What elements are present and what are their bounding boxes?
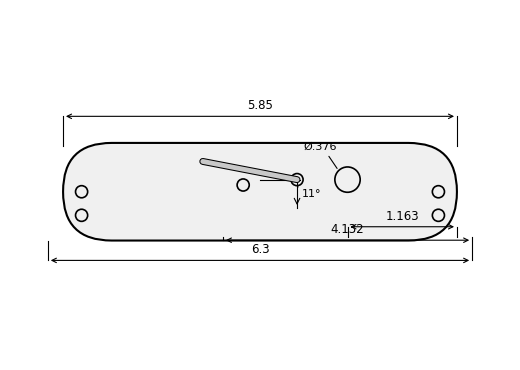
Circle shape xyxy=(432,186,445,198)
Text: 5.85: 5.85 xyxy=(247,99,273,112)
Circle shape xyxy=(432,209,445,221)
Circle shape xyxy=(75,186,88,198)
FancyBboxPatch shape xyxy=(63,143,457,240)
Circle shape xyxy=(237,179,249,191)
Circle shape xyxy=(335,167,360,192)
Circle shape xyxy=(291,174,303,186)
Text: 4.132: 4.132 xyxy=(331,223,365,236)
Text: 1.163: 1.163 xyxy=(385,210,419,223)
Text: Ø.376: Ø.376 xyxy=(304,141,337,151)
Text: 6.3: 6.3 xyxy=(251,243,269,256)
Circle shape xyxy=(75,209,88,221)
Text: 11°: 11° xyxy=(302,189,321,199)
